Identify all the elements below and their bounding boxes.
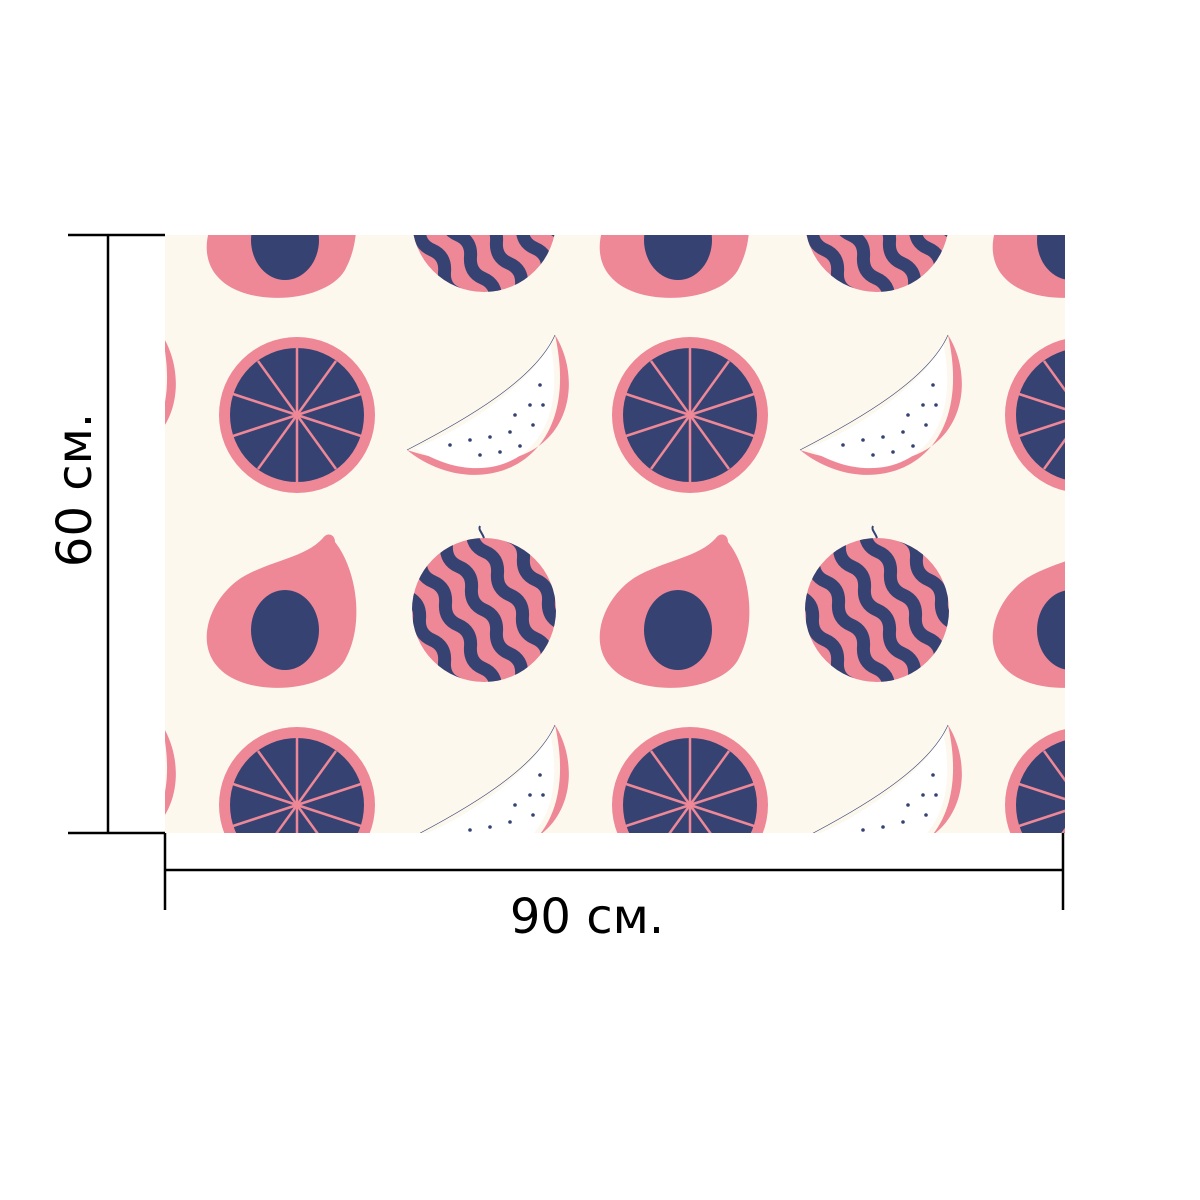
height-ruler: [68, 233, 165, 835]
height-label: 60 см.: [47, 413, 103, 567]
fabric-pattern: [165, 235, 1065, 833]
width-ruler: [163, 833, 1065, 910]
width-label: 90 см.: [510, 889, 664, 945]
